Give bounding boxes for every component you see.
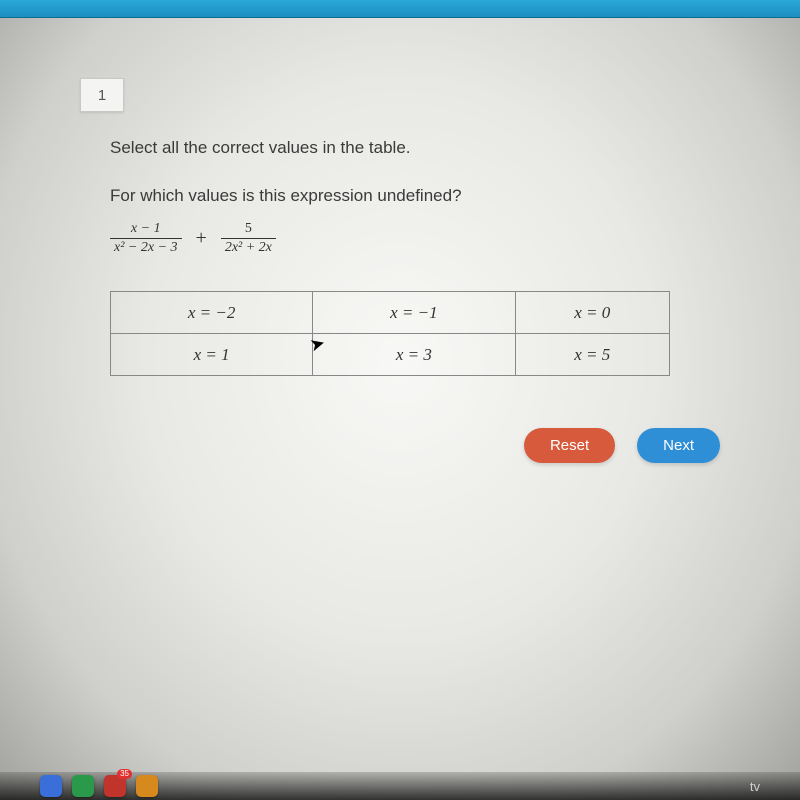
answer-value: x = −2 — [188, 303, 236, 322]
window-topbar — [0, 0, 800, 18]
answer-value: x = 1 — [194, 345, 230, 364]
answer-value: x = 3 — [396, 345, 432, 364]
table-row: x = −2 x = −1 x = 0 — [111, 292, 670, 334]
dock-app-icon[interactable] — [136, 775, 158, 797]
math-expression: x − 1 x² − 2x − 3 + 5 2x² + 2x — [110, 220, 730, 257]
fraction-2-numerator: 5 — [241, 220, 256, 238]
fraction-1-denominator: x² − 2x − 3 — [110, 239, 182, 257]
prompt-instruction: Select all the correct values in the tab… — [110, 138, 730, 158]
answer-value: x = 0 — [574, 303, 610, 322]
question-number: 1 — [98, 87, 106, 104]
table-row: x = 1 x = 3 x = 5 — [111, 334, 670, 376]
fraction-1-numerator: x − 1 — [127, 220, 165, 238]
dock-app-icon[interactable] — [40, 775, 62, 797]
answer-cell[interactable]: x = −1 — [313, 292, 515, 334]
fraction-2-denominator: 2x² + 2x — [221, 239, 276, 257]
fraction-2: 5 2x² + 2x — [221, 220, 276, 257]
dock-apps: 35 — [40, 775, 158, 797]
question-content: Select all the correct values in the tab… — [110, 138, 730, 376]
answer-table: x = −2 x = −1 x = 0 x = 1 x = 3 x = 5 — [110, 291, 670, 376]
answer-cell[interactable]: x = 0 — [515, 292, 669, 334]
answer-value: x = −1 — [390, 303, 438, 322]
answer-cell[interactable]: x = 3 — [313, 334, 515, 376]
notification-badge: 35 — [117, 769, 132, 779]
answer-cell[interactable]: x = 1 — [111, 334, 313, 376]
answer-value: x = 5 — [574, 345, 610, 364]
operator-plus: + — [192, 227, 211, 250]
tv-label: tv — [750, 779, 760, 794]
next-button[interactable]: Next — [637, 428, 720, 463]
dock-app-icon[interactable] — [72, 775, 94, 797]
dock-right-label: tv — [746, 779, 760, 794]
action-buttons: Reset Next — [524, 428, 720, 463]
dock-app-icon[interactable]: 35 — [104, 775, 126, 797]
prompt-question: For which values is this expression unde… — [110, 186, 730, 206]
answer-cell[interactable]: x = 5 — [515, 334, 669, 376]
reset-button[interactable]: Reset — [524, 428, 615, 463]
question-number-tab[interactable]: 1 — [80, 78, 124, 112]
answer-cell[interactable]: x = −2 — [111, 292, 313, 334]
fraction-1: x − 1 x² − 2x − 3 — [110, 220, 182, 257]
macos-dock: 35 tv — [0, 772, 800, 800]
